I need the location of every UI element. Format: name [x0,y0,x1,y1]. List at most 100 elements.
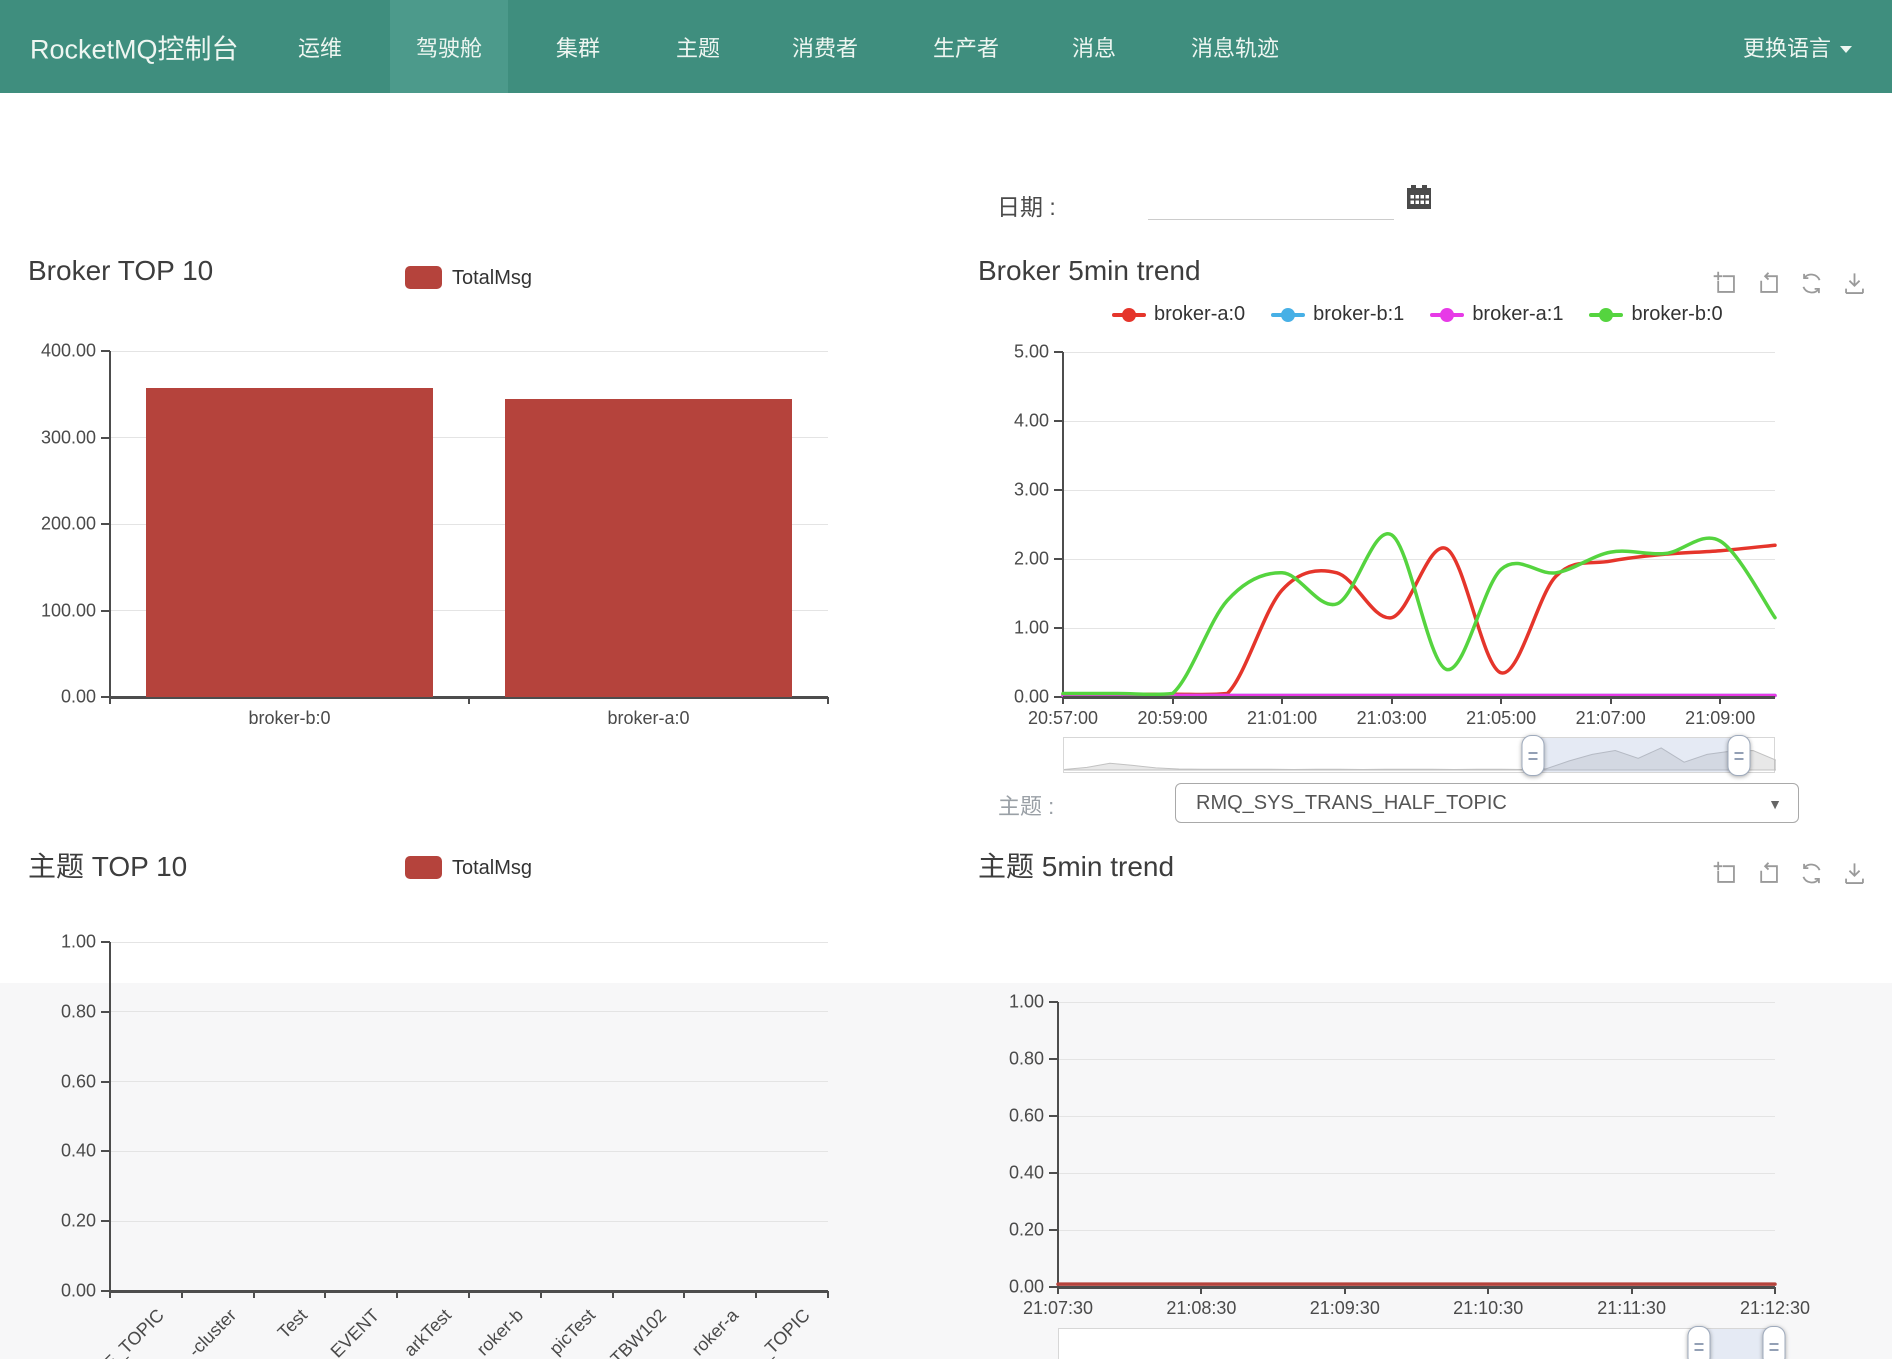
datazoom-minimap [1064,747,1776,771]
broker-trend-toolbox [1712,270,1868,297]
gridline [110,1081,828,1083]
x-axis-tick-mark [1774,1287,1776,1294]
datazoom-left-handle[interactable] [1687,1326,1711,1359]
y-axis-tick-label: 5.00 [1013,341,1049,362]
y-axis-tick-mark [1054,558,1063,560]
y-axis-tick-mark [1054,489,1063,491]
x-axis-tick-mark [468,1291,470,1298]
y-axis-tick-mark [101,1220,110,1223]
x-axis-tick-mark [611,1291,614,1298]
x-axis-line [1058,1285,1775,1289]
nav-item-cluster[interactable]: 集群 [555,35,601,61]
nav-active-highlight [390,0,508,93]
nav-item-message[interactable]: 消息 [1071,35,1117,61]
x-axis-tick-mark [1487,1287,1490,1294]
line-marker-icon [1430,307,1465,322]
y-axis-tick-label: 100.00 [40,600,96,620]
x-axis-tick-label: 20:57:00 [1027,708,1099,728]
series-line-broker-b:0 [1061,532,1777,697]
gridline [110,350,828,352]
y-axis-tick-mark [1054,351,1063,353]
y-axis-tick-label: 200.00 [40,513,96,534]
legend-item-broker-a0[interactable]: broker-a:0 [1112,303,1245,326]
nav-item-message-trace[interactable]: 消息轨迹 [1190,35,1280,61]
y-axis-tick-label: 2.00 [1013,548,1049,569]
x-axis-tick-label: 21:03:00 [1356,708,1427,728]
gridline [1063,420,1775,422]
x-axis-tick-label: 21:09:00 [1685,708,1756,728]
legend-item-broker-b1[interactable]: broker-b:1 [1271,303,1404,326]
legend-text: broker-b:0 [1631,303,1723,325]
y-axis-tick-mark [101,523,110,525]
nav-item-producer[interactable]: 生产者 [932,35,1000,61]
y-axis-tick-mark [101,1010,110,1013]
refresh-icon[interactable] [1798,270,1825,297]
legend-item-broker-b0[interactable]: broker-b:0 [1589,303,1723,326]
x-axis-tick-label: 21:08:30 [1166,1298,1237,1318]
legend-text: broker-b:1 [1313,303,1405,325]
x-axis-tick-mark [1719,697,1722,704]
topic-trend-datazoom-slider[interactable] [1058,1326,1786,1359]
nav-item-consumer[interactable]: 消费者 [791,35,859,61]
gridline [1063,558,1775,560]
bar [145,388,434,697]
y-axis-tick-mark [101,696,110,698]
gridline [110,523,828,525]
legend-item-broker-a1[interactable]: broker-a:1 [1430,303,1563,326]
line-series-canvas [1061,532,1777,698]
refresh-icon[interactable] [1798,860,1825,887]
x-axis-tick-mark [1609,697,1612,704]
date-input[interactable] [1148,192,1394,220]
area-zoom-icon[interactable] [1712,270,1739,297]
y-axis-tick-mark [1054,420,1063,422]
y-axis-tick-label: 400.00 [40,340,96,361]
topic-select-label: 主题 : [998,794,1055,819]
gridline [110,437,828,438]
calendar-icon[interactable] [1404,182,1434,212]
gridline [110,1011,828,1013]
gridline [110,1220,828,1222]
totalmsg-legend-label[interactable]: TotalMsg [452,857,533,879]
brand-title[interactable]: RocketMQ控制台 [30,34,239,64]
x-axis-line [1063,695,1775,699]
y-axis-tick-mark [101,436,110,439]
x-axis-tick-mark [1500,697,1503,704]
language-switcher[interactable]: 更换语言 [1743,31,1852,63]
totalmsg-legend-label[interactable]: TotalMsg [452,267,533,289]
x-axis-tick-mark [252,1291,255,1298]
datazoom-minimap [1059,1329,1776,1359]
topic-select[interactable]: RMQ_SYS_TRANS_HALF_TOPIC ▼ [1175,783,1799,823]
y-axis-tick-label: 1.00 [60,931,96,952]
x-axis-tick-mark [1057,1287,1059,1294]
y-axis-tick-label: 4.00 [1013,410,1049,431]
zoom-restore-icon[interactable] [1755,860,1782,887]
save-as-image-icon[interactable] [1841,860,1868,887]
legend-text: broker-a:1 [1472,303,1564,325]
zoom-restore-icon[interactable] [1755,270,1782,297]
topic-trend-title: 主题 5min trend [978,851,1175,882]
x-axis-tick-mark [396,1291,399,1298]
x-axis-tick-label: 20:59:00 [1137,708,1208,728]
y-axis-tick-mark [1049,1229,1058,1231]
datazoom-right-handle[interactable] [1762,1326,1786,1359]
gridline [1058,1001,1775,1003]
datazoom-right-handle[interactable] [1727,735,1750,776]
area-zoom-icon[interactable] [1712,860,1739,887]
x-axis-tick-mark [827,1291,829,1298]
save-as-image-icon[interactable] [1841,270,1868,297]
gridline [1058,1058,1775,1060]
totalmsg-legend-swatch[interactable] [405,856,442,879]
broker-trend-chart: 0.00 1.00 2.00 3.00 4.00 5.00 20:57:00 20:59:00… [1014,342,1777,728]
nav-item-ops[interactable]: 运维 [297,35,343,61]
totalmsg-legend-swatch[interactable] [405,266,442,289]
language-switcher-label: 更换语言 [1742,35,1831,61]
nav-item-dashboard[interactable]: 驾驶舱 [415,35,483,61]
broker-trend-datazoom-slider[interactable] [1063,735,1776,776]
nav-item-topic[interactable]: 主题 [675,35,721,61]
y-axis-tick-mark [101,350,110,352]
y-axis-tick-mark [101,1290,110,1292]
y-axis-tick-label: 0.20 [1008,1219,1044,1240]
datazoom-left-handle[interactable] [1521,735,1545,776]
legend-text: broker-a:0 [1154,303,1246,325]
